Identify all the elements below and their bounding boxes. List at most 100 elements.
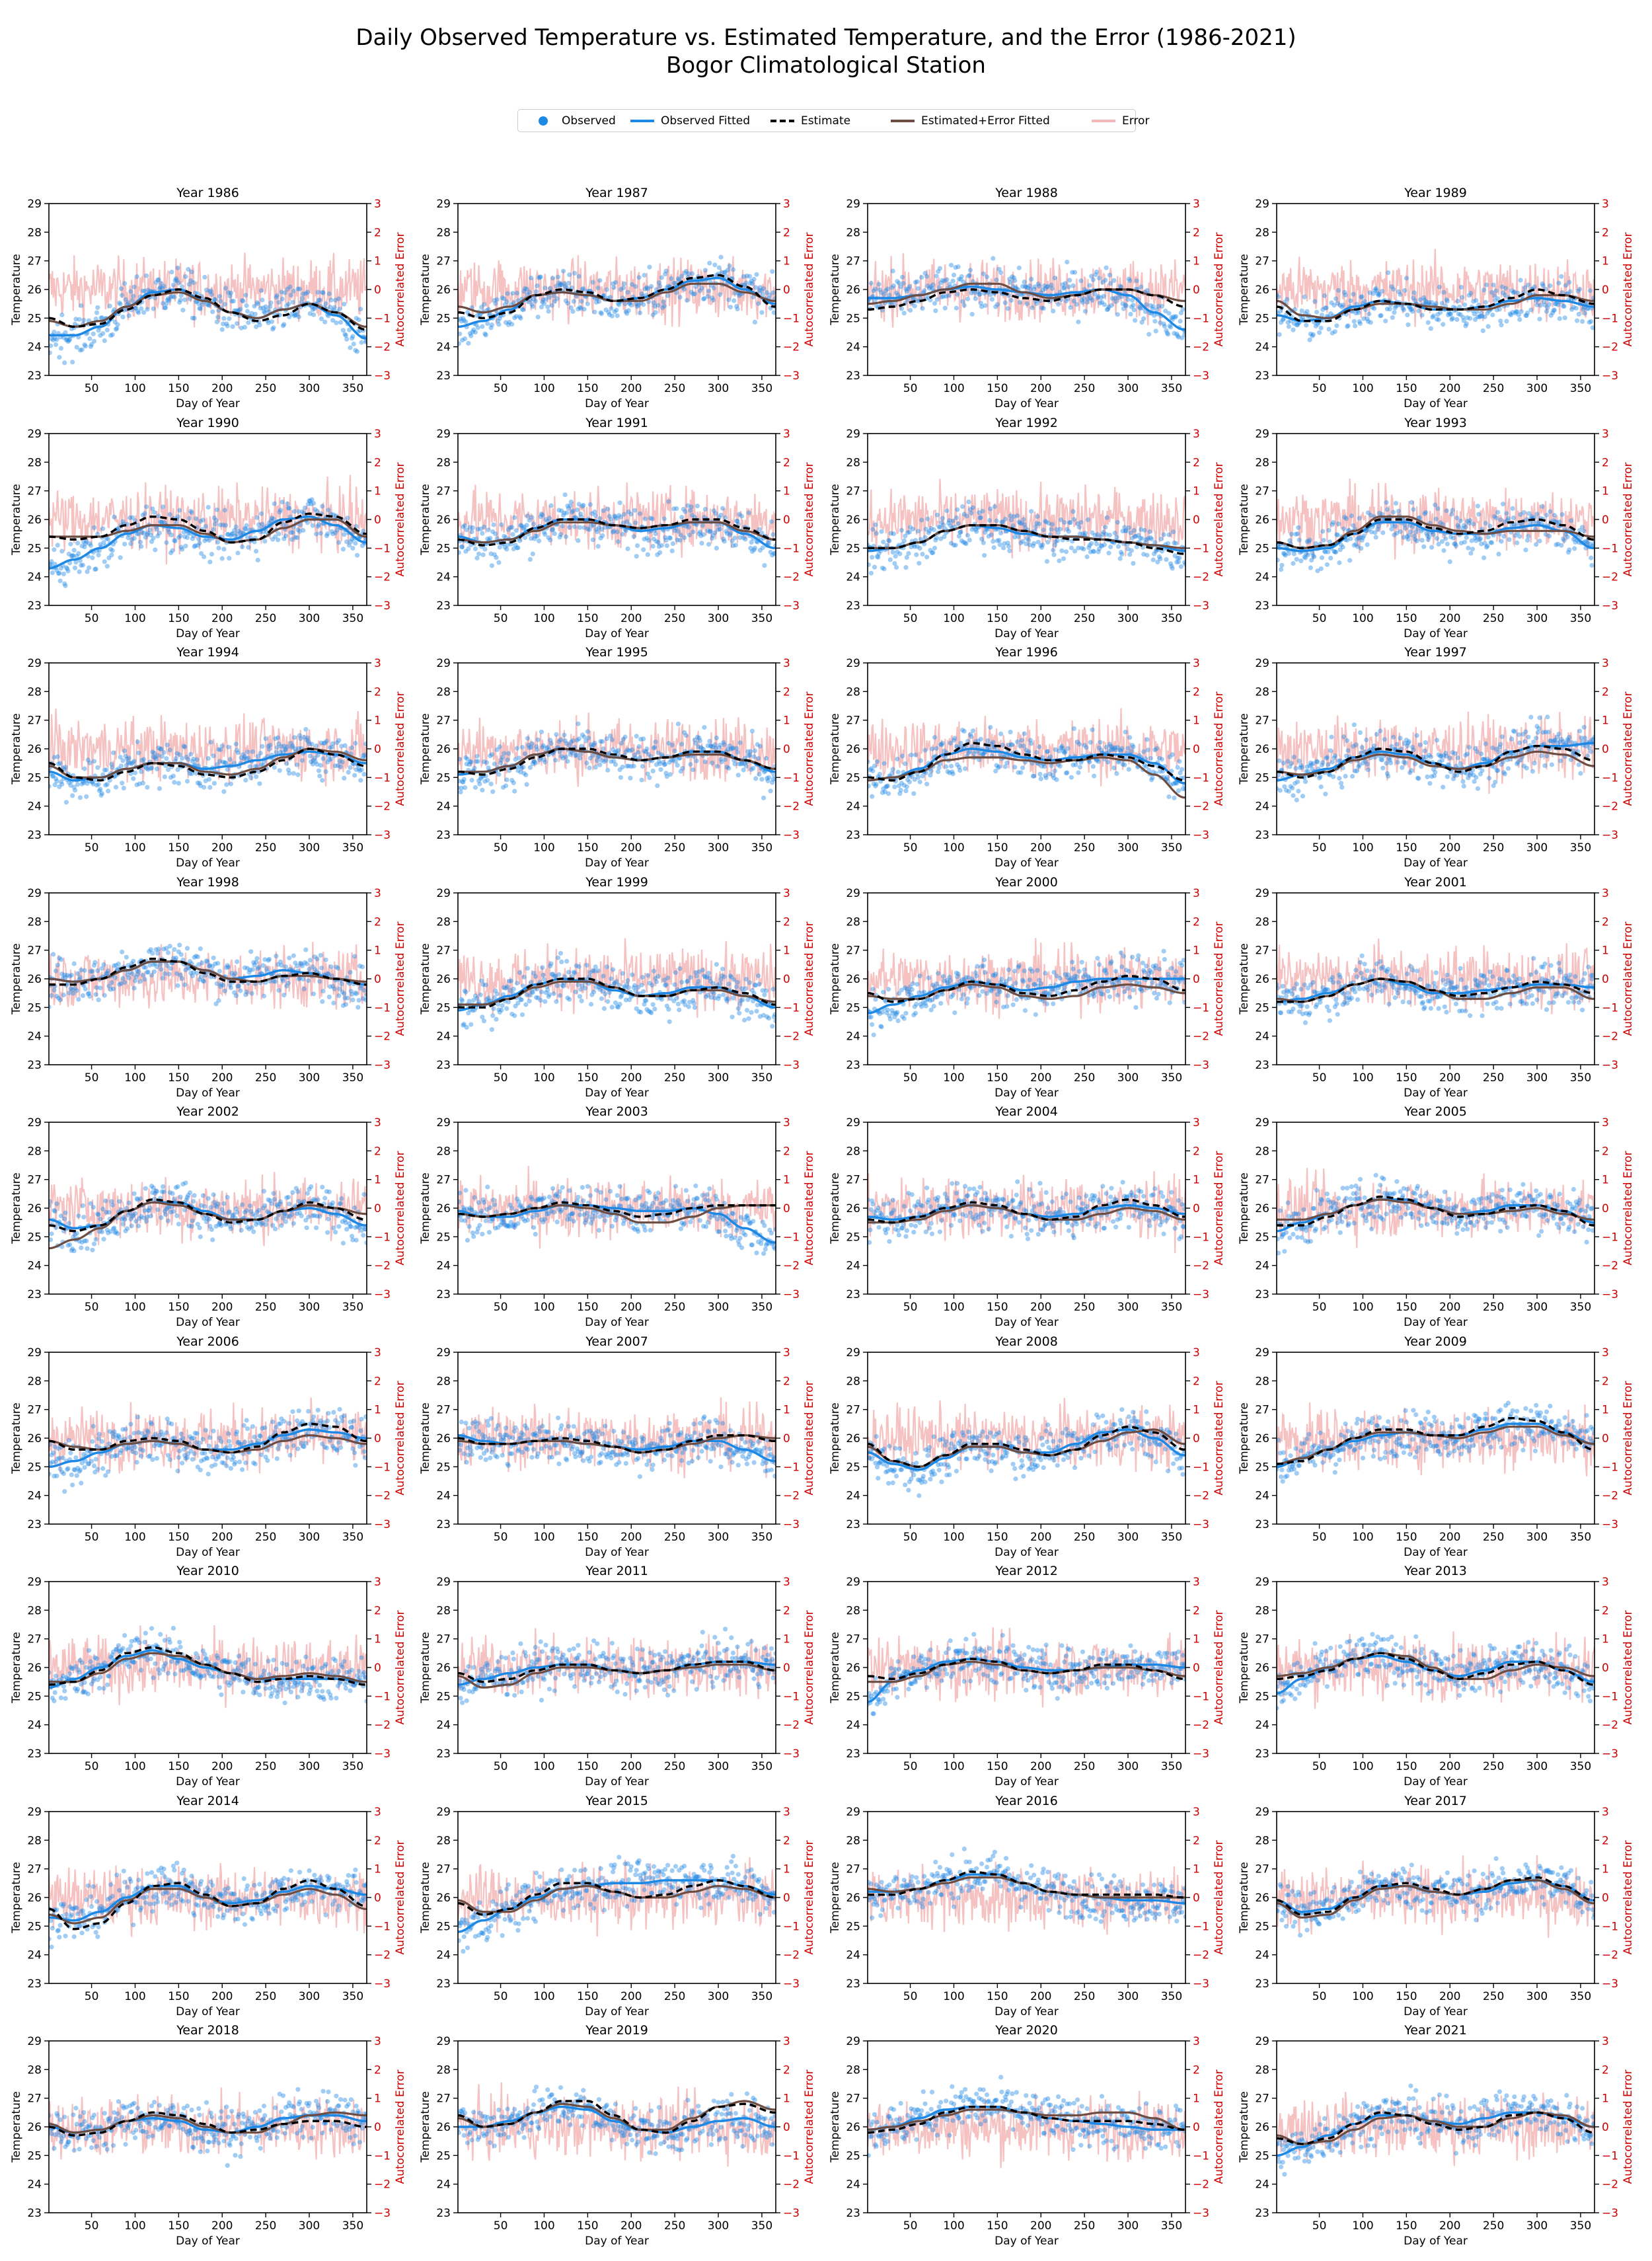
observed-point xyxy=(1563,283,1569,288)
observed-point xyxy=(194,757,200,762)
observed-point xyxy=(872,564,878,570)
y-axis-label-left: Temperature xyxy=(10,713,23,785)
observed-point xyxy=(1076,319,1081,325)
observed-point xyxy=(1299,765,1304,770)
observed-point xyxy=(1491,293,1497,299)
observed-point xyxy=(1430,315,1435,320)
observed-point xyxy=(470,525,476,531)
observed-point xyxy=(63,765,68,770)
observed-point xyxy=(1052,276,1057,281)
observed-point xyxy=(1402,287,1408,293)
observed-point xyxy=(1510,310,1515,315)
observed-point xyxy=(241,299,246,304)
y-tick-label-left: 24 xyxy=(846,341,860,354)
observed-point xyxy=(909,752,914,757)
observed-point xyxy=(1475,504,1480,509)
observed-point xyxy=(683,268,689,274)
observed-point xyxy=(336,296,342,301)
observed-point xyxy=(718,254,724,260)
observed-point xyxy=(176,280,181,286)
observed-point xyxy=(72,788,78,793)
y-tick-label-left: 29 xyxy=(846,657,860,670)
observed-point xyxy=(926,295,931,300)
observed-point xyxy=(1348,536,1353,541)
observed-point xyxy=(982,553,987,558)
observed-point xyxy=(299,299,304,305)
observed-point xyxy=(1478,313,1483,319)
x-tick-label: 50 xyxy=(1312,612,1327,625)
observed-point xyxy=(679,742,685,747)
observed-point xyxy=(258,511,264,516)
observed-point xyxy=(1375,291,1380,296)
observed-point xyxy=(723,515,728,520)
observed-point xyxy=(726,765,732,771)
observed-point xyxy=(1538,303,1543,308)
observed-point xyxy=(1123,730,1128,735)
observed-point xyxy=(1076,770,1081,775)
observed-point xyxy=(332,305,337,310)
observed-point xyxy=(625,546,630,551)
observed-point xyxy=(581,286,586,291)
x-tick-label: 200 xyxy=(1030,841,1051,855)
observed-point xyxy=(354,349,360,354)
observed-point xyxy=(753,285,759,290)
observed-point xyxy=(1099,299,1105,305)
observed-point xyxy=(756,756,761,761)
observed-point xyxy=(1428,326,1433,331)
x-tick-label: 150 xyxy=(1396,612,1417,625)
y-tick-label-left: 25 xyxy=(846,312,860,325)
plot-area xyxy=(868,479,1185,576)
observed-point xyxy=(1416,308,1421,314)
observed-point xyxy=(998,270,1004,276)
observed-point xyxy=(342,743,348,748)
observed-point xyxy=(546,516,552,521)
observed-point xyxy=(552,531,557,537)
observed-point xyxy=(942,278,947,284)
observed-point xyxy=(359,767,364,773)
observed-point xyxy=(1045,749,1051,754)
observed-point xyxy=(1032,287,1037,292)
legend-swatch xyxy=(630,119,654,122)
observed-point xyxy=(480,552,486,558)
observed-point xyxy=(496,322,502,327)
observed-point xyxy=(461,316,466,321)
observed-point xyxy=(1008,280,1013,285)
observed-point xyxy=(77,795,83,800)
observed-point xyxy=(1321,537,1326,543)
observed-point xyxy=(325,531,330,537)
observed-point xyxy=(1353,323,1358,328)
observed-point xyxy=(295,762,300,767)
observed-point xyxy=(1337,560,1342,566)
x-tick-label: 350 xyxy=(1570,612,1591,625)
observed-point xyxy=(1466,545,1471,551)
observed-point xyxy=(1049,527,1054,532)
observed-point xyxy=(285,301,291,307)
y-tick-label-left: 28 xyxy=(27,685,42,699)
observed-point xyxy=(710,297,716,303)
observed-point xyxy=(299,295,305,301)
observed-point xyxy=(1095,295,1100,301)
observed-point xyxy=(263,304,268,309)
observed-point xyxy=(929,286,935,291)
observed-point xyxy=(342,332,348,337)
observed-point xyxy=(1523,729,1528,734)
observed-point xyxy=(877,287,882,293)
observed-point xyxy=(1534,302,1540,307)
observed-point xyxy=(1001,545,1006,551)
observed-point xyxy=(85,569,90,574)
estimate-line xyxy=(458,274,776,320)
observed-point xyxy=(1170,752,1175,757)
observed-point xyxy=(188,508,194,514)
observed-point xyxy=(634,301,639,307)
observed-point xyxy=(932,545,938,551)
observed-point xyxy=(223,286,229,291)
subplot-title: Year 1986 xyxy=(176,186,239,200)
observed-point xyxy=(63,330,68,335)
observed-point xyxy=(221,789,227,794)
observed-point xyxy=(1425,774,1430,779)
observed-point xyxy=(541,301,547,306)
observed-point xyxy=(1041,527,1046,533)
y-tick-label-right: −2 xyxy=(1193,800,1209,814)
observed-point xyxy=(679,515,685,520)
observed-point xyxy=(891,283,897,288)
